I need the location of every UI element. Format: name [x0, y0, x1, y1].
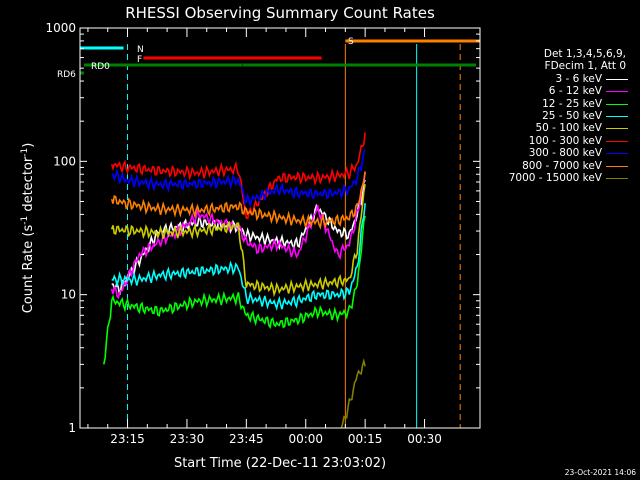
x-tick-label-23:30: 23:30	[170, 432, 205, 446]
legend-entry-label: 100 - 300 keV	[528, 134, 602, 147]
legend-entry: 100 - 300 keV	[480, 135, 632, 147]
series-line-5	[110, 132, 366, 220]
series-line-4	[110, 184, 366, 298]
series-line-6	[111, 149, 366, 209]
legend-entry-swatch	[606, 140, 628, 142]
flag-label-n: N	[137, 45, 144, 55]
flag-label-rd6: RD6	[57, 70, 76, 80]
legend-entry: 50 - 100 keV	[480, 122, 632, 134]
x-tick-label-00:00: 00:00	[288, 432, 323, 446]
legend-header-2: FDecim 1, Att 0	[544, 60, 626, 73]
legend-entry-swatch	[606, 103, 628, 105]
legend-entry: 300 - 800 keV	[480, 147, 632, 159]
y-tick-label-10: 10	[61, 288, 76, 302]
legend-entry-label: 3 - 6 keV	[555, 72, 602, 85]
plot-frame	[79, 27, 481, 429]
legend-header-1: Det 1,3,4,5,6,9,	[543, 48, 626, 60]
legend-entry-label: 300 - 800 keV	[528, 147, 602, 160]
legend-entry: 7000 - 15000 keV	[480, 172, 632, 184]
y-axis-label-exp2: -1	[20, 148, 30, 157]
y-axis-label: Count Rate (s-1 detector-1)	[20, 143, 36, 314]
x-axis: 23:15 23:30 23:45 00:00 00:15 00:30	[87, 28, 442, 446]
legend-entry-label: 6 - 12 keV	[548, 85, 602, 98]
legend-entry-label: 7000 - 15000 keV	[508, 171, 602, 184]
y-axis: 1 10 100 1000	[45, 21, 480, 435]
y-axis-label-exp1: -1	[20, 216, 30, 225]
legend-entry-swatch	[606, 153, 628, 155]
legend-entry-label: 50 - 100 keV	[535, 122, 602, 135]
y-tick-label-1000: 1000	[45, 21, 76, 35]
flag-label-s: S	[348, 37, 354, 47]
flag-label-rd0: RD0	[91, 62, 110, 72]
x-tick-label-23:45: 23:45	[229, 432, 264, 446]
legend-entry: 800 - 7000 keV	[480, 160, 632, 172]
legend-entry-label: 800 - 7000 keV	[522, 159, 602, 172]
legend-entries: 3 - 6 keV 6 - 12 keV 12 - 25 keV 25 - 50 ke…	[480, 73, 632, 185]
legend-entry-label: 12 - 25 keV	[542, 97, 602, 110]
x-axis-label: Start Time (22-Dec-11 23:03:02)	[174, 456, 386, 471]
legend-entry-swatch	[606, 177, 628, 179]
legend-entry: 12 - 25 keV	[480, 98, 632, 110]
y-axis-label-end: )	[21, 143, 36, 148]
legend-entry-swatch	[606, 78, 628, 80]
y-tick-label-1: 1	[68, 421, 76, 435]
series-line-3	[111, 203, 366, 311]
legend-entry: 6 - 12 keV	[480, 85, 632, 97]
legend: Det 1,3,4,5,6,9, FDecim 1, Att 0 3 - 6 k…	[480, 48, 632, 184]
legend-entry-swatch	[606, 115, 628, 117]
legend-entry-label: 25 - 50 keV	[542, 109, 602, 122]
legend-entry-swatch	[606, 91, 628, 93]
x-tick-label-00:15: 00:15	[348, 432, 383, 446]
x-tick-label-00:30: 00:30	[407, 432, 442, 446]
footer-timestamp: 23-Oct-2021 14:06	[564, 468, 636, 477]
series-line-2	[103, 215, 366, 365]
chart-title: RHESSI Observing Summary Count Rates	[125, 4, 435, 22]
flag-label-f: F	[137, 55, 142, 65]
y-axis-label-main: Count Rate (s	[21, 225, 36, 314]
legend-entry-swatch	[606, 128, 628, 130]
legend-entry: 25 - 50 keV	[480, 110, 632, 122]
y-tick-label-100: 100	[53, 154, 76, 168]
series-line-8	[340, 357, 366, 429]
y-axis-label-mid: detector	[21, 156, 36, 216]
legend-entry-swatch	[606, 165, 628, 167]
series-line-7	[110, 171, 366, 230]
x-tick-label-23:15: 23:15	[110, 432, 145, 446]
legend-entry: 3 - 6 keV	[480, 73, 632, 85]
